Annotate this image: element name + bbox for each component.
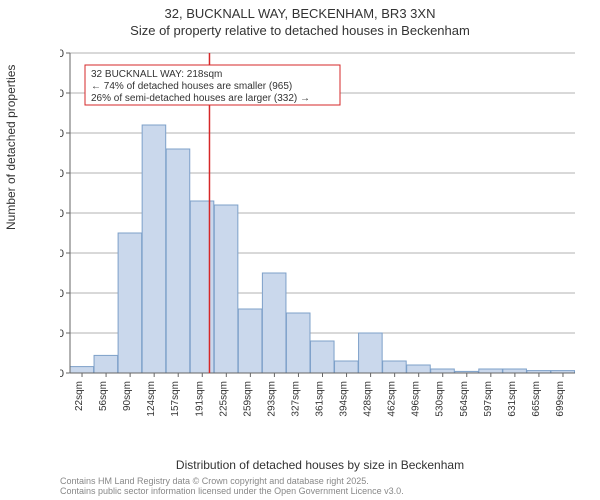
svg-text:665sqm: 665sqm (531, 381, 542, 417)
svg-text:50: 50 (60, 328, 64, 340)
svg-text:22sqm: 22sqm (74, 381, 85, 411)
svg-text:699sqm: 699sqm (555, 381, 566, 417)
title-subtitle: Size of property relative to detached ho… (0, 23, 600, 40)
chart-title-block: 32, BUCKNALL WAY, BECKENHAM, BR3 3XN Siz… (0, 0, 600, 40)
footer-attribution: Contains HM Land Registry data © Crown c… (60, 476, 404, 497)
svg-text:100: 100 (60, 288, 64, 300)
svg-text:394sqm: 394sqm (339, 381, 350, 417)
svg-text:32 BUCKNALL WAY: 218sqm: 32 BUCKNALL WAY: 218sqm (91, 69, 222, 80)
svg-text:150: 150 (60, 248, 64, 260)
histogram-plot: 0 50 100 150 200 250 300 350 400 22sqm 56sqm 90sqm 1… (60, 48, 580, 418)
svg-text:597sqm: 597sqm (483, 381, 494, 417)
svg-text:361sqm: 361sqm (315, 381, 326, 417)
svg-text:191sqm: 191sqm (194, 381, 205, 417)
svg-text:225sqm: 225sqm (218, 381, 229, 417)
svg-text:← 74% of detached houses are s: ← 74% of detached houses are smaller (96… (91, 81, 292, 92)
svg-text:496sqm: 496sqm (411, 381, 422, 417)
svg-text:400: 400 (60, 48, 64, 60)
svg-text:631sqm: 631sqm (507, 381, 518, 417)
svg-text:250: 250 (60, 168, 64, 180)
chart-area: 0 50 100 150 200 250 300 350 400 22sqm 56sqm 90sqm 1… (60, 48, 580, 418)
svg-text:300: 300 (60, 128, 64, 140)
svg-text:0: 0 (60, 368, 64, 380)
y-axis-label: Number of detached properties (4, 65, 18, 230)
title-address: 32, BUCKNALL WAY, BECKENHAM, BR3 3XN (0, 6, 600, 23)
svg-text:200: 200 (60, 208, 64, 220)
svg-text:26% of semi-detached houses ar: 26% of semi-detached houses are larger (… (91, 93, 310, 104)
svg-text:428sqm: 428sqm (363, 381, 374, 417)
footer-line2: Contains public sector information licen… (60, 486, 404, 496)
svg-text:90sqm: 90sqm (122, 381, 133, 411)
svg-text:530sqm: 530sqm (435, 381, 446, 417)
footer-line1: Contains HM Land Registry data © Crown c… (60, 476, 404, 486)
svg-text:350: 350 (60, 88, 64, 100)
x-axis-label: Distribution of detached houses by size … (60, 458, 580, 472)
svg-text:124sqm: 124sqm (146, 381, 157, 417)
svg-text:462sqm: 462sqm (387, 381, 398, 417)
svg-text:157sqm: 157sqm (170, 381, 181, 417)
svg-text:259sqm: 259sqm (242, 381, 253, 417)
svg-text:327sqm: 327sqm (290, 381, 301, 417)
svg-text:564sqm: 564sqm (459, 381, 470, 417)
svg-text:56sqm: 56sqm (98, 381, 109, 411)
svg-text:293sqm: 293sqm (266, 381, 277, 417)
